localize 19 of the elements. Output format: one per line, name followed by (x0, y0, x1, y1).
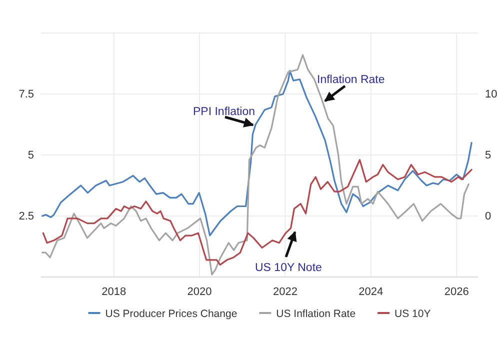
annotation: PPI Inflation (193, 106, 256, 118)
y2-tick-label: 0 (485, 210, 492, 223)
y-tick-label: 7.5 (18, 88, 34, 101)
y2-tick-label: 5 (485, 150, 492, 162)
x-tick-label: 2026 (444, 286, 469, 298)
x-tick-label: 2018 (102, 286, 126, 298)
x-tick-label: 2024 (358, 286, 384, 298)
y2-tick-label: 10 (485, 88, 497, 101)
legend-label: US Inflation Rate (276, 308, 356, 320)
annotation: US 10Y Note (255, 262, 322, 274)
x-tick-label: 2020 (187, 286, 212, 298)
line-series (41, 54, 470, 276)
legend-label: US Producer Prices Change (105, 308, 238, 320)
legend-label: US 10Y (394, 308, 431, 320)
annotation: Inflation Rate (317, 74, 385, 86)
y-tick-label: 2.5 (18, 210, 34, 223)
x-tick-label: 2022 (272, 286, 298, 298)
y-tick-label: 5 (28, 150, 34, 162)
line-series (41, 70, 472, 236)
